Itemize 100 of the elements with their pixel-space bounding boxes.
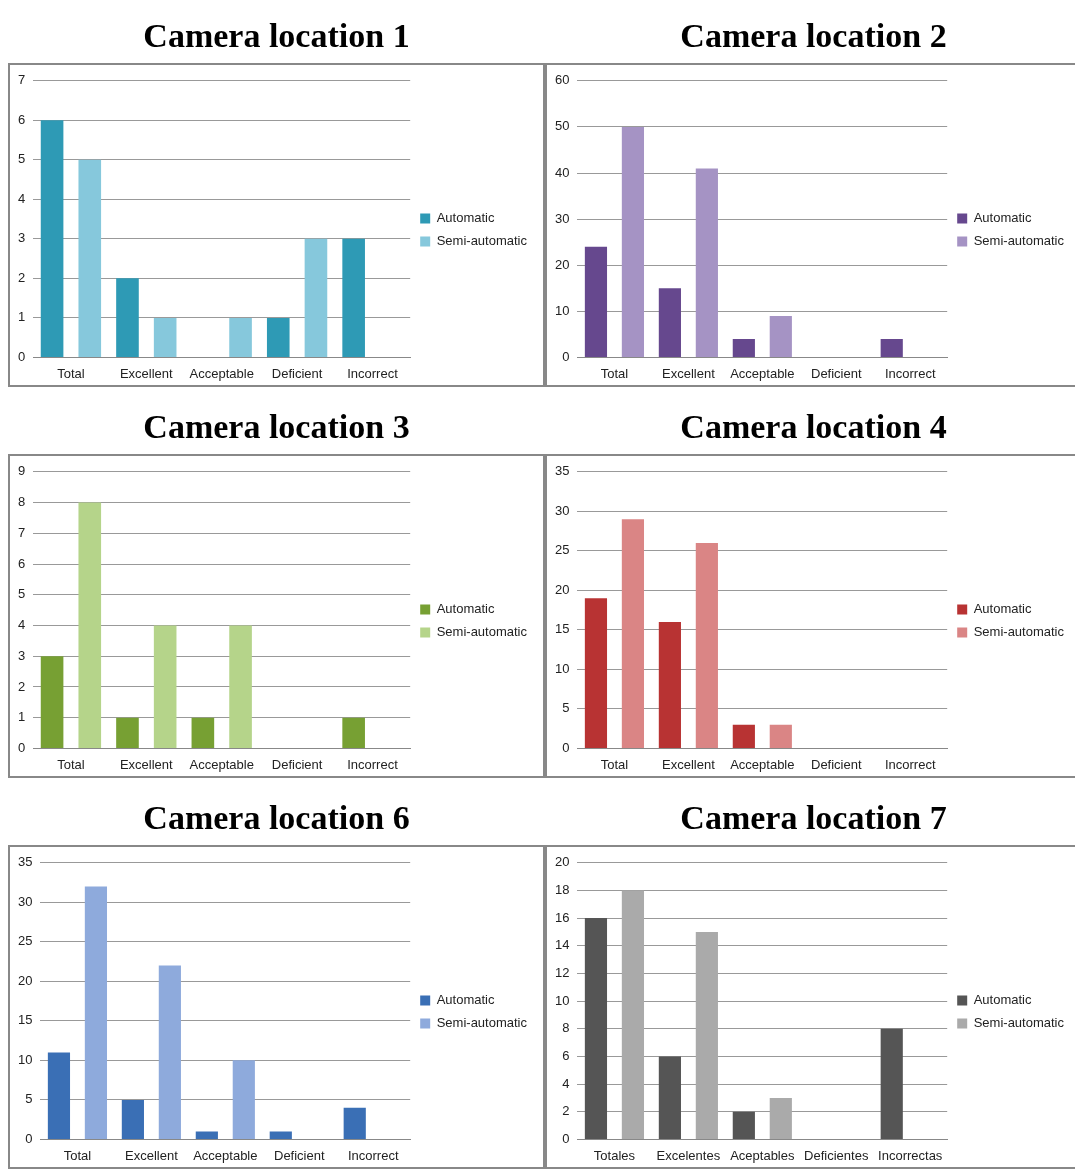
legend-label: Semi-automatic [973, 1015, 1065, 1031]
y-tick-label: 5 [18, 586, 26, 602]
bar [40, 656, 64, 748]
y-tick-label: 2 [18, 678, 26, 694]
y-tick-label: 50 [554, 118, 570, 134]
y-tick-label: 4 [562, 1075, 570, 1091]
y-tick-label: 10 [17, 1051, 33, 1067]
y-tick-label: 35 [17, 854, 33, 870]
bar [153, 317, 177, 357]
y-tick-label: 35 [554, 463, 570, 479]
y-tick-label: 6 [562, 1048, 570, 1063]
bar [342, 717, 365, 748]
x-tick-label: Incorrect [347, 1147, 399, 1163]
bar [84, 886, 108, 1139]
x-tick-label: Total [57, 756, 85, 772]
legend-label: Semi-automatic [973, 624, 1065, 640]
y-tick-label: 7 [18, 524, 26, 540]
bar [769, 315, 792, 357]
bar [732, 724, 755, 748]
legend-label: Automatic [973, 992, 1032, 1008]
x-tick-label: Excellent [119, 756, 174, 772]
x-tick-label: Acceptable [193, 1147, 258, 1163]
bar [695, 168, 718, 357]
y-tick-label: 7 [18, 72, 26, 88]
bar [195, 1131, 218, 1139]
x-tick-label: Total [600, 756, 629, 772]
x-tick-label: Acceptable [730, 756, 795, 772]
bar [732, 1111, 755, 1139]
chart-title: Camera location 3 [142, 407, 411, 447]
x-tick-label: Acceptable [730, 365, 795, 381]
y-tick-label: 3 [18, 647, 26, 663]
y-tick-label: 0 [562, 739, 570, 755]
y-tick-label: 5 [562, 700, 570, 716]
legend-label: Automatic [436, 992, 495, 1008]
y-tick-label: 14 [554, 937, 570, 953]
bar [695, 931, 718, 1139]
legend-label: Automatic [973, 210, 1032, 226]
x-tick-label: Incorrect [884, 756, 936, 772]
chart-title: Camera location 2 [679, 16, 948, 56]
x-tick-label: Incorrect [884, 365, 936, 381]
bar [269, 1131, 292, 1139]
y-tick-label: 4 [18, 190, 26, 206]
x-tick-label: Aceptables [730, 1147, 795, 1163]
x-tick-label: Acceptable [189, 365, 254, 381]
x-tick-label: Total [63, 1147, 92, 1163]
bar [153, 625, 177, 748]
bar [343, 1107, 366, 1139]
bar [47, 1052, 71, 1139]
y-tick-label: 20 [554, 581, 570, 597]
bar [40, 120, 64, 357]
bar [304, 238, 328, 357]
y-tick-label: 1 [18, 309, 26, 325]
bar [658, 1056, 681, 1139]
bar [78, 502, 102, 748]
x-tick-label: Deficient [273, 1147, 325, 1163]
bar [342, 238, 365, 357]
bar [158, 965, 181, 1139]
y-tick-label: 0 [18, 348, 26, 364]
y-tick-label: 1 [18, 709, 26, 725]
y-tick-label: 5 [25, 1091, 33, 1107]
legend-label: Semi-automatic [973, 233, 1065, 249]
y-tick-label: 6 [18, 555, 26, 571]
y-tick-label: 4 [18, 617, 26, 633]
y-tick-label: 30 [17, 893, 33, 909]
y-tick-label: 18 [554, 882, 570, 898]
bar [769, 1097, 792, 1139]
x-tick-label: Deficient [271, 756, 323, 772]
x-tick-label: Excellent [662, 365, 716, 381]
y-tick-label: 2 [18, 269, 26, 285]
x-tick-label: Incorrect [347, 365, 399, 381]
x-tick-label: Totales [593, 1147, 636, 1163]
x-tick-label: Excelentes [656, 1147, 721, 1163]
bar [621, 519, 645, 748]
y-tick-label: 16 [554, 909, 570, 925]
y-tick-label: 10 [554, 660, 570, 676]
y-tick-label: 0 [562, 348, 570, 364]
bar [880, 1028, 903, 1139]
bar [232, 1060, 255, 1139]
bar [658, 621, 681, 748]
x-tick-label: Deficient [810, 365, 862, 381]
y-tick-label: 0 [18, 739, 26, 755]
y-tick-label: 25 [17, 933, 33, 949]
y-tick-label: 2 [562, 1103, 570, 1119]
chart-title: Camera location 1 [142, 16, 411, 56]
y-tick-label: 12 [554, 965, 570, 981]
y-tick-label: 30 [554, 502, 570, 518]
bar [695, 542, 718, 748]
x-tick-label: Total [600, 365, 629, 381]
y-tick-label: 20 [554, 256, 570, 272]
bar [584, 918, 608, 1139]
y-tick-label: 8 [18, 494, 26, 510]
legend-label: Semi-automatic [436, 1015, 528, 1031]
y-tick-label: 0 [25, 1130, 33, 1146]
y-tick-label: 6 [18, 111, 26, 127]
legend-label: Automatic [973, 601, 1032, 617]
y-tick-label: 10 [554, 992, 570, 1008]
bar [121, 1099, 144, 1139]
bar [621, 890, 645, 1139]
y-tick-label: 3 [18, 230, 26, 246]
y-tick-label: 25 [554, 542, 570, 558]
